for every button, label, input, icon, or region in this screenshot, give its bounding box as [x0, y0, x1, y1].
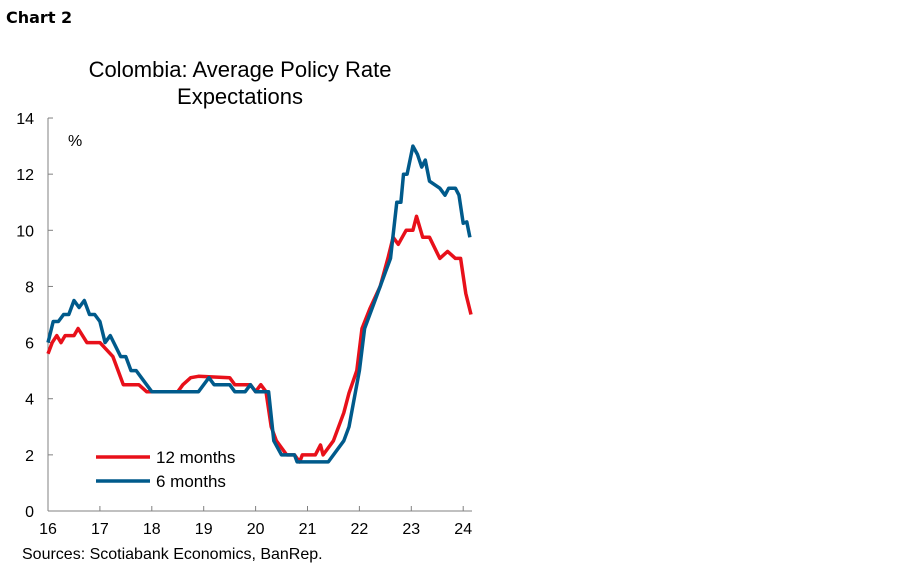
chart-label: Chart 2 [6, 8, 73, 27]
y-tick-label: 6 [25, 336, 34, 353]
y-axis-unit-label: % [68, 133, 82, 150]
y-tick-label: 12 [16, 167, 34, 184]
chart-title-line-2: Expectations [177, 84, 303, 109]
x-tick-label: 18 [143, 521, 161, 538]
x-tick-label: 24 [454, 521, 472, 538]
chart-title-line-1: Colombia: Average Policy Rate [88, 57, 392, 82]
x-tick-label: 23 [402, 521, 420, 538]
y-tick-label: 0 [25, 504, 34, 521]
y-tick-label: 4 [25, 392, 34, 409]
x-tick-label: 19 [195, 521, 213, 538]
series-line-6-months [46, 144, 472, 464]
legend-label: 6 months [156, 472, 226, 491]
x-tick-label: 16 [39, 521, 57, 538]
y-tick-label: 14 [16, 111, 34, 128]
x-tick-label: 21 [299, 521, 317, 538]
x-tick-label: 20 [247, 521, 265, 538]
legend-label: 12 months [156, 448, 235, 467]
x-tick-label: 22 [351, 521, 369, 538]
chart-title: Colombia: Average Policy Rate Expectatio… [40, 56, 440, 110]
y-tick-label: 10 [16, 223, 34, 240]
y-tick-label: 2 [25, 448, 34, 465]
y-tick-label: 8 [25, 279, 34, 296]
x-tick-label: 17 [91, 521, 109, 538]
source-note: Sources: Scotiabank Economics, BanRep. [22, 546, 323, 563]
